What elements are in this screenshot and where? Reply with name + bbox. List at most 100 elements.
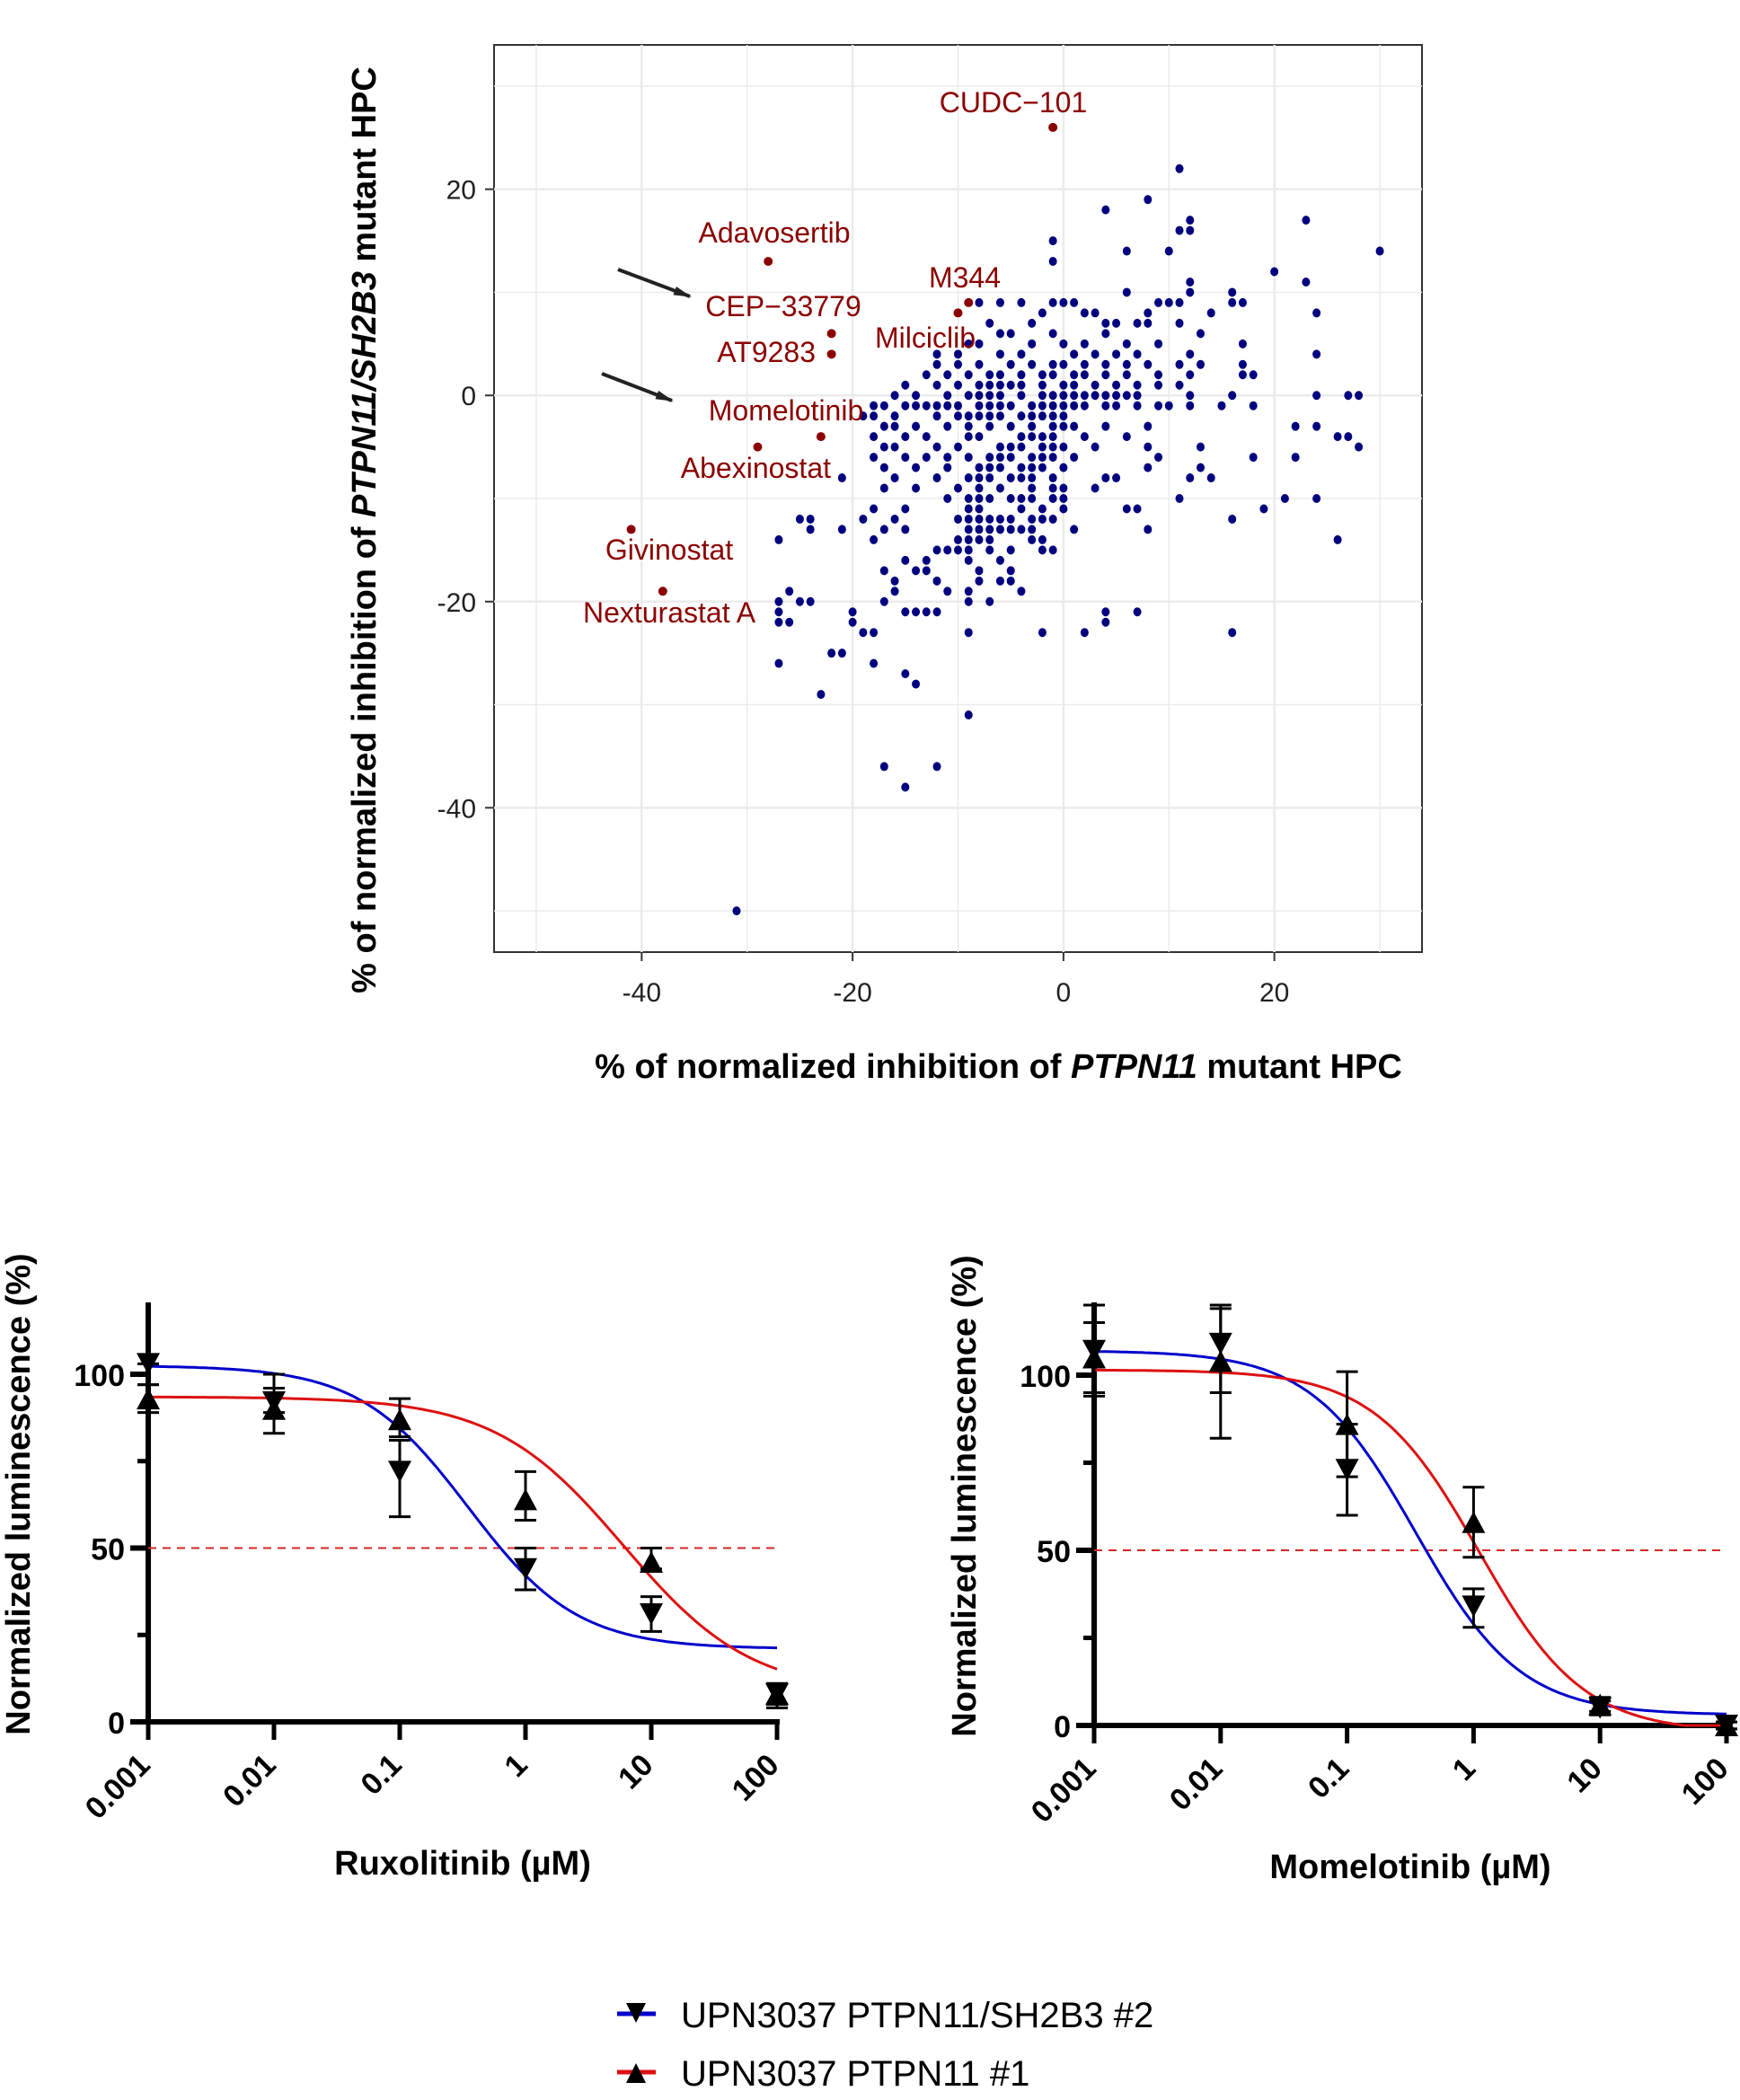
data-point [1017, 463, 1026, 472]
arrow-to-momelotinib [601, 372, 674, 402]
data-point [954, 514, 962, 524]
data-point [774, 596, 783, 606]
data-point [870, 658, 879, 668]
data-point [975, 411, 984, 421]
data-point [774, 617, 783, 627]
data-point [1122, 370, 1131, 380]
legend-label: UPN3037 PTPN11 #1 [681, 2054, 1029, 2094]
data-point [1101, 359, 1110, 369]
data-point [985, 411, 994, 421]
data-point [975, 432, 984, 442]
data-point [1028, 525, 1037, 534]
data-point [1048, 432, 1057, 442]
up-triangle-marker [765, 1683, 789, 1706]
data-point [1144, 195, 1153, 205]
data-point [1091, 483, 1100, 493]
data-point [1091, 349, 1100, 359]
data-point [995, 453, 1004, 463]
data-point [1048, 514, 1057, 524]
data-point [1186, 277, 1195, 287]
data-point [806, 596, 815, 606]
data-point [1070, 380, 1079, 390]
data-point [1228, 297, 1237, 307]
down-triangle-legend-icon [626, 2003, 646, 2023]
data-point [1333, 432, 1342, 442]
data-point [1059, 297, 1068, 307]
data-point [943, 453, 952, 463]
data-point [932, 349, 941, 359]
data-point [1006, 473, 1015, 483]
data-point [1017, 370, 1026, 380]
data-point [1291, 453, 1300, 463]
down-triangle-marker [514, 1557, 537, 1580]
data-point [1228, 287, 1237, 297]
data-point [1175, 163, 1184, 173]
highlight-point-nexturastat-a [658, 587, 667, 596]
data-point [1070, 421, 1079, 431]
x-tick-label: -40 [623, 978, 661, 1008]
data-point [964, 494, 973, 503]
data-point [1048, 391, 1057, 401]
data-point [922, 566, 931, 576]
data-point [975, 473, 984, 483]
data-point [901, 504, 910, 514]
down-triangle-marker [388, 1460, 411, 1483]
data-point [964, 391, 973, 401]
data-point [1144, 463, 1153, 472]
data-point [1028, 494, 1037, 503]
data-point [1070, 401, 1079, 410]
data-point [1101, 617, 1110, 627]
y-tick-label: -40 [437, 794, 476, 824]
data-point [1133, 380, 1142, 390]
data-point [964, 370, 973, 380]
data-point [1164, 401, 1173, 410]
data-point [985, 463, 994, 472]
scatter-highlighted-drugs: CUDC−101 Adavosertib M344 CEP−33779 AT9283 Mi… [583, 86, 1087, 629]
data-point [1196, 442, 1205, 452]
data-point [964, 453, 973, 463]
data-point [995, 483, 1004, 493]
data-point [1101, 401, 1110, 410]
data-point [1186, 287, 1195, 297]
data-point [1122, 359, 1131, 369]
data-point [1112, 401, 1121, 410]
data-point [859, 514, 868, 524]
data-point [932, 545, 941, 555]
data-point [1355, 442, 1364, 452]
data-point [943, 421, 952, 431]
data-point [1059, 483, 1068, 493]
data-point [912, 607, 921, 617]
data-point [1144, 359, 1153, 369]
data-point [995, 401, 1004, 410]
data-point [1038, 504, 1047, 514]
data-point [1048, 359, 1057, 369]
drug-label-momelotinib: Momelotinib [709, 394, 864, 427]
highlight-point-adavosertib [764, 257, 773, 267]
data-point [964, 504, 973, 514]
data-point [870, 504, 879, 514]
data-point [1048, 329, 1057, 339]
data-point [1196, 463, 1205, 472]
data-point [817, 690, 826, 700]
data-point [995, 525, 1004, 534]
data-point [1302, 216, 1311, 225]
data-point [1080, 308, 1089, 318]
data-point [1312, 308, 1321, 318]
data-point [1080, 401, 1089, 410]
data-point [1249, 401, 1258, 410]
data-point [1059, 359, 1068, 369]
x-tick-label: 20 [1259, 978, 1289, 1008]
data-point [912, 463, 921, 472]
data-point [1017, 297, 1026, 307]
data-point [1344, 391, 1353, 401]
drug-label-m344: M344 [929, 261, 1001, 294]
data-point [932, 607, 941, 617]
y-tick-label: 0 [461, 382, 476, 411]
y-title-part: % of normalized inhibition of [346, 517, 384, 993]
data-point [1186, 473, 1195, 483]
data-point [879, 483, 888, 493]
data-point [870, 628, 879, 638]
y-tick-label: -20 [437, 588, 476, 618]
data-point [1164, 246, 1173, 256]
